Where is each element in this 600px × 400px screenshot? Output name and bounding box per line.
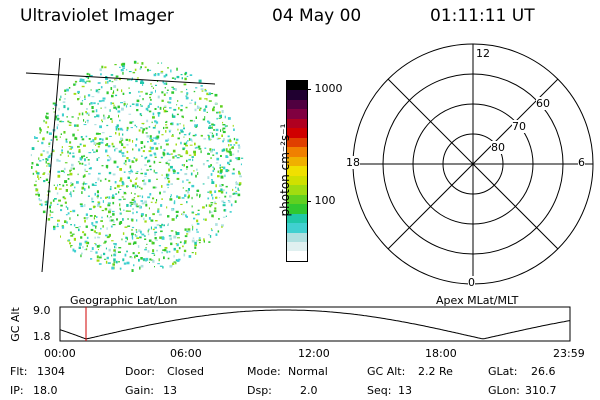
seq-label: Seq: (367, 384, 392, 397)
colorbar-segment (287, 175, 307, 186)
gain-label: Gain: (125, 384, 154, 397)
instrument-title: Ultraviolet Imager (20, 6, 174, 26)
left-panel-caption: Geographic Lat/Lon (70, 294, 178, 307)
colorbar-segment (287, 156, 307, 167)
mlat-label-70: 70 (512, 120, 526, 133)
ip-value: 18.0 (33, 384, 58, 397)
seq-value: 13 (398, 384, 412, 397)
colorbar-segment (287, 147, 307, 157)
gc-alt-value: 2.2 Re (418, 365, 453, 378)
flight-label: Flt: (10, 365, 28, 378)
dsp-value: 2.0 (300, 384, 318, 397)
glat-value: 26.6 (531, 365, 556, 378)
time-label: 01:11:11 UT (430, 6, 535, 26)
colorbar-segment (287, 213, 307, 224)
flight-value: 1304 (37, 365, 65, 378)
mode-value: Normal (288, 365, 328, 378)
glat-label: GLat: (488, 365, 518, 378)
mlt-label-12: 12 (476, 47, 490, 60)
colorbar-segment (287, 241, 307, 252)
colorbar-segment (287, 251, 307, 261)
colorbar-segment (287, 99, 307, 110)
altitude-plot-frame (59, 306, 571, 342)
uv-image-speckles (30, 60, 244, 272)
altitude-xtick-0600: 06:00 (170, 347, 202, 360)
colorbar-segment (287, 194, 307, 205)
glon-label: GLon: (488, 384, 520, 397)
polar-diagonal-2 (387, 78, 559, 250)
colorbar-segment (287, 128, 307, 138)
colorbar-tick-100: 100 (307, 194, 336, 207)
glon-value: 310.7 (525, 384, 557, 397)
mlt-label-0: 0 (468, 276, 475, 289)
gc-alt-label: GC Alt: (367, 365, 406, 378)
altitude-curve (59, 309, 571, 340)
colorbar-tick-1000: 1000 (307, 82, 343, 95)
geographic-lon-line (41, 57, 61, 273)
altitude-ylabel: GC Alt (8, 307, 22, 342)
geographic-lat-line (25, 72, 216, 85)
colorbar-segment (287, 118, 307, 129)
door-label: Door: (125, 365, 155, 378)
colorbar-segment (287, 185, 307, 195)
colorbar-segment (287, 137, 307, 148)
colorbar-segment (287, 90, 307, 100)
colorbar-segment (287, 204, 307, 214)
ip-label: IP: (10, 384, 24, 397)
color-bar (286, 80, 308, 262)
mlat-label-80: 80 (491, 141, 505, 154)
mlat-label-60: 60 (536, 97, 550, 110)
altitude-ymax: 9.0 (33, 304, 51, 317)
gain-value: 13 (163, 384, 177, 397)
altitude-xtick-2359: 23:59 (553, 347, 585, 360)
altitude-xtick-1800: 18:00 (425, 347, 457, 360)
colorbar-segment (287, 232, 307, 242)
colorbar-segment (287, 81, 307, 91)
door-value: Closed (167, 365, 204, 378)
date-label: 04 May 00 (272, 6, 362, 26)
dsp-label: Dsp: (247, 384, 272, 397)
mlt-label-18: 18 (346, 156, 360, 169)
altitude-ymin: 1.8 (33, 330, 51, 343)
mlt-label-6: 6 (578, 156, 585, 169)
polar-plot-caption: Apex MLat/MLT (436, 294, 519, 307)
colorbar-segment (287, 223, 307, 233)
altitude-xtick-0000: 00:00 (44, 347, 76, 360)
altitude-xtick-1200: 12:00 (298, 347, 330, 360)
colorbar-segment (287, 109, 307, 119)
mode-label: Mode: (247, 365, 281, 378)
colorbar-segment (287, 166, 307, 176)
